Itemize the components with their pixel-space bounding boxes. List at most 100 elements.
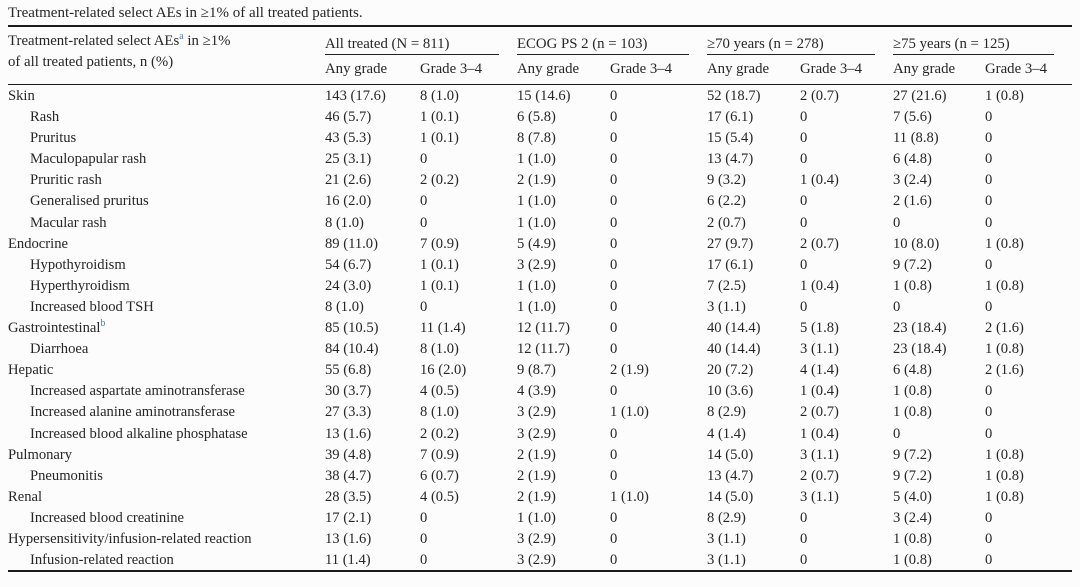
value-cell: 8 (1.0) [325,214,364,231]
row-header-line1: Treatment-related select AEsa in ≥1% [8,31,231,49]
value-cell: 15 (5.4) [707,130,754,147]
value-cell: 11 (8.8) [893,130,939,147]
row-label: Hyperthyroidism [30,277,130,294]
value-cell: 27 (3.3) [325,404,372,421]
value-cell: 6 (4.8) [893,362,932,379]
value-cell: 3 (2.4) [893,172,932,189]
value-cell: 2 (0.7) [800,88,839,104]
value-cell: 1 (0.8) [893,277,932,294]
row-label: Generalised pruritus [30,193,149,210]
value-cell: 28 (3.5) [325,488,372,505]
value-cell: 1 (0.1) [420,109,459,126]
value-cell: 8 (1.0) [420,88,459,104]
value-cell: 0 [985,383,993,400]
row-label: Hypothyroidism [30,256,126,273]
value-cell: 1 (0.8) [893,530,932,547]
footnote-marker-b: b [100,318,106,330]
value-cell: 0 [610,235,618,252]
value-cell: 0 [985,172,993,189]
value-cell: 2 (0.7) [800,404,839,421]
value-cell: 0 [800,130,808,147]
value-cell: 12 (11.7) [517,320,570,337]
row-label: Increased aspartate aminotransferase [30,383,245,400]
value-cell: 0 [985,552,993,569]
row-label: Increased blood creatinine [30,509,184,526]
row-label: Pruritus [30,130,77,147]
subheader-grade-3-4: Grade 3–4 [420,55,517,85]
value-cell: 14 (5.0) [707,488,754,505]
value-cell: 0 [420,552,428,569]
value-cell: 4 (1.4) [800,362,839,379]
row-label: Infusion-related reaction [30,552,174,569]
value-cell: 13 (4.7) [707,151,754,168]
value-cell: 2 (0.2) [420,172,459,189]
row-label: Pulmonary [8,446,73,463]
value-cell: 2 (1.6) [985,320,1024,337]
value-cell: 0 [985,109,993,126]
value-cell: 85 (10.5) [325,320,379,337]
value-cell: 7 (2.5) [707,277,746,294]
value-cell: 3 (2.9) [517,552,556,569]
value-cell: 38 (4.7) [325,467,372,484]
value-cell: 1 (0.4) [800,383,839,400]
value-cell: 8 (1.0) [325,298,364,315]
subheader-any-grade: Any grade [893,55,985,85]
value-cell: 21 (2.6) [325,172,372,189]
value-cell: 8 (7.8) [517,130,556,147]
value-cell: 1 (0.4) [800,425,839,442]
value-cell: 0 [610,530,618,547]
value-cell: 0 [985,256,993,273]
value-cell: 6 (5.8) [517,109,556,126]
value-cell: 7 (5.6) [893,109,932,126]
value-cell: 1 (0.8) [985,467,1024,484]
value-cell: 2 (0.7) [707,214,746,231]
value-cell: 11 (1.4) [325,552,371,569]
value-cell: 0 [893,214,901,231]
value-cell: 0 [610,320,618,337]
subheader-grade-3-4: Grade 3–4 [985,55,1072,85]
value-cell: 0 [610,383,618,400]
row-header-cell: Treatment-related select AEsa in ≥1% of … [8,27,325,85]
value-cell: 1 (0.8) [985,341,1024,358]
value-cell: 0 [985,151,993,168]
value-cell: 1 (1.0) [517,277,556,294]
value-cell: 10 (8.0) [893,235,940,252]
subheader-any-grade: Any grade [325,55,420,85]
value-cell: 0 [610,467,618,484]
value-cell: 0 [985,530,993,547]
value-cell: 1 (0.4) [800,172,839,189]
value-cell: 1 (1.0) [610,488,649,505]
value-cell: 0 [420,509,428,526]
value-cell: 0 [800,530,808,547]
row-header-line2: of all treated patients, n (%) [8,54,174,70]
value-cell: 6 (4.8) [893,151,932,168]
value-cell: 0 [420,214,428,231]
value-cell: 2 (1.9) [610,362,649,379]
value-cell: 23 (18.4) [893,320,947,337]
row-label: Pneumonitis [30,467,103,484]
value-cell: 9 (8.7) [517,362,556,379]
value-cell: 1 (0.8) [893,552,932,569]
subheader-grade-3-4: Grade 3–4 [800,55,893,85]
value-cell: 7 (0.9) [420,446,459,463]
value-cell: 1 (1.0) [517,214,556,231]
col-group-all-treated: All treated (N = 811) [325,27,499,55]
value-cell: 1 (0.1) [420,277,459,294]
subheader-grade-3-4: Grade 3–4 [610,55,707,85]
value-cell: 40 (14.4) [707,320,761,337]
value-cell: 143 (17.6) [325,88,386,104]
value-cell: 0 [420,530,428,547]
value-cell: 1 (0.1) [420,256,459,273]
value-cell: 0 [893,298,901,315]
value-cell: 0 [800,552,808,569]
value-cell: 0 [610,425,618,442]
value-cell: 0 [610,256,618,273]
value-cell: 16 (2.0) [420,362,467,379]
value-cell: 0 [985,214,993,231]
value-cell: 0 [800,109,808,126]
row-label: Renal [8,488,43,505]
value-cell: 4 (0.5) [420,488,459,505]
value-cell: 0 [800,509,808,526]
row-label: Gastrointestinalb [8,318,106,337]
